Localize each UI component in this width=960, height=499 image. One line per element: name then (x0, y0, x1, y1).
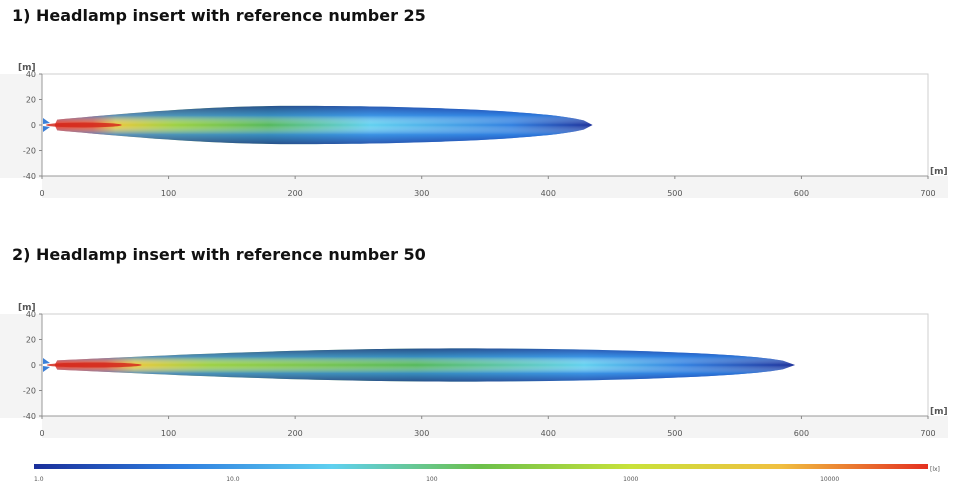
x-tick-label: 100 (161, 189, 176, 198)
color-scale-bar (34, 464, 928, 469)
beam-edge-shading (54, 105, 593, 145)
x-tick-label: 600 (794, 189, 809, 198)
beam-hotspot (45, 122, 122, 128)
x-tick-label: 200 (288, 429, 303, 438)
y-tick-label: 20 (26, 336, 36, 345)
color-scale-unit: [lx] (930, 466, 940, 473)
x-axis-label: [m] (930, 407, 948, 417)
x-tick-label: 200 (288, 189, 303, 198)
headlamp-marker (43, 118, 50, 132)
y-tick-label: -20 (23, 147, 36, 156)
x-tick-label: 0 (39, 189, 44, 198)
y-tick-label: 40 (26, 310, 36, 319)
x-axis-label: [m] (930, 167, 948, 177)
x-tick-label: 600 (794, 429, 809, 438)
y-tick-label: 0 (31, 121, 36, 130)
color-scale-tick: 100 (426, 476, 438, 483)
x-tick-label: 500 (667, 429, 682, 438)
beam-hotspot (46, 362, 142, 368)
x-tick-label: 300 (414, 189, 429, 198)
y-tick-label: -40 (23, 172, 36, 181)
x-tick-label: 100 (161, 429, 176, 438)
lux-color-scale: 1.0 10.0 100 1000 10000 [lx] (34, 464, 940, 483)
x-tick-label: 400 (541, 429, 556, 438)
y-tick-label: -20 (23, 387, 36, 396)
headlamp-marker (43, 358, 50, 372)
color-scale-tick: 1.0 (34, 476, 44, 483)
x-tick-label: 0 (39, 429, 44, 438)
color-scale-tick: 10000 (820, 476, 839, 483)
y-tick-label: -40 (23, 412, 36, 421)
x-tick-label: 500 (667, 189, 682, 198)
x-tick-label: 400 (541, 189, 556, 198)
y-tick-label: 20 (26, 96, 36, 105)
x-tick-label: 700 (920, 429, 935, 438)
y-axis-label: [m] (18, 63, 36, 73)
chart-title-1: 1) Headlamp insert with reference number… (12, 6, 426, 25)
x-tick-label: 300 (414, 429, 429, 438)
x-tick-label: 700 (920, 189, 935, 198)
color-scale-tick: 10.0 (226, 476, 240, 483)
chart-title-2: 2) Headlamp insert with reference number… (12, 245, 426, 264)
y-tick-label: 0 (31, 361, 36, 370)
color-scale-tick: 1000 (623, 476, 638, 483)
beam-edge-shading (54, 348, 796, 382)
y-tick-label: 40 (26, 70, 36, 79)
y-axis-label: [m] (18, 303, 36, 313)
